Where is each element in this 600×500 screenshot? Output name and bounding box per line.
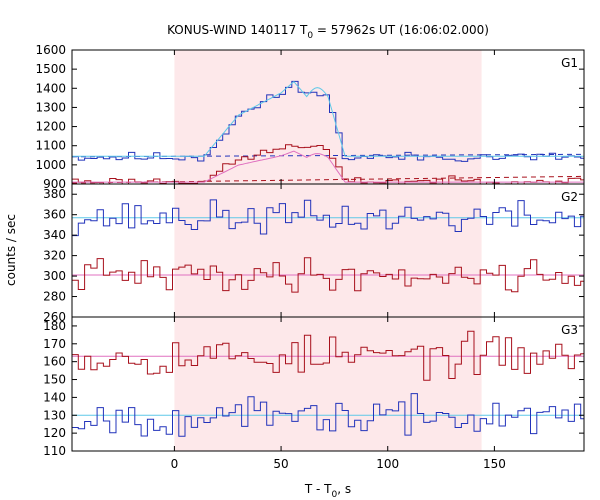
y-tick-label: 260 [43,310,66,324]
y-tick-label: 1100 [35,139,66,153]
y-tick-label: 300 [43,269,66,283]
y-axis-label: counts / sec [4,214,18,286]
panel-frame-g3 [71,316,585,452]
x-tick-label: 0 [171,457,179,471]
y-tick-label: 120 [43,426,66,440]
y-tick-label: 180 [43,319,66,333]
y-tick-label: 340 [43,228,66,242]
histogram-g3-red [72,330,584,381]
x-tick-label: 100 [376,457,399,471]
panel-label-g2: G2 [561,190,578,204]
y-tick-label: 1600 [35,43,66,57]
fit-curve-cyan [72,81,584,157]
y-tick-label: 1000 [35,158,66,172]
x-tick-label: 150 [483,457,506,471]
y-tick-label: 1500 [35,62,66,76]
y-tick-label: 900 [43,177,66,191]
panel-label-g1: G1 [561,56,578,70]
y-tick-label: 280 [43,290,66,304]
y-tick-label: 320 [43,249,66,263]
panel-g3-plot [72,330,584,437]
highlight-interval [174,50,482,451]
x-axis-label: T - T0, s [304,482,351,500]
y-tick-label: 110 [43,444,66,458]
y-tick-label: 170 [43,337,66,351]
histogram-g2-red [72,257,584,293]
chart-title: KONUS-WIND 140117 T0 = 57962s UT (16:06:… [167,23,489,41]
panel-label-g3: G3 [561,323,578,337]
y-tick-label: 380 [43,187,66,201]
y-tick-label: 1400 [35,81,66,95]
histogram-g2-blue [72,199,584,237]
y-tick-label: 150 [43,373,66,387]
y-tick-label: 130 [43,408,66,422]
panel-g2-plot [72,199,584,293]
y-tick-label: 360 [43,208,66,222]
panel-g1-plot [72,80,584,184]
histogram-g1-red [72,144,584,184]
histogram-g3-blue [72,393,584,437]
x-tick-label: 50 [273,457,288,471]
y-tick-label: 160 [43,355,66,369]
y-tick-label: 1200 [35,120,66,134]
fit-curve-pink [72,150,584,183]
y-tick-label: 140 [43,390,66,404]
y-tick-label: 1300 [35,100,66,114]
